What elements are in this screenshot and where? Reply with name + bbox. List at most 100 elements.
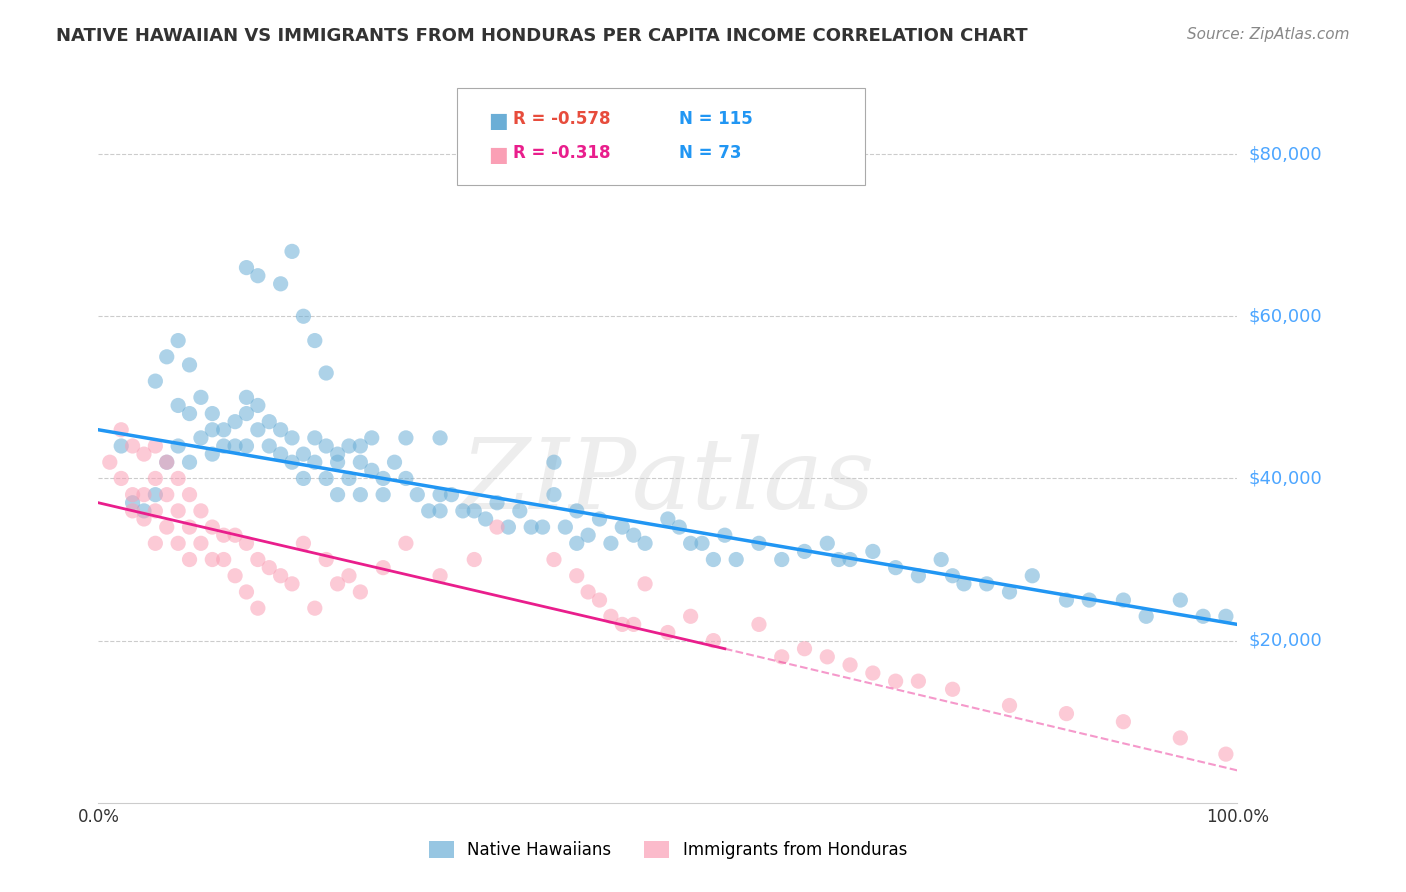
Point: [1215, 609, 1237, 624]
Point: [145, 439, 167, 453]
Point: [246, 268, 269, 283]
Point: [929, 552, 952, 566]
Point: [349, 439, 371, 453]
Point: [612, 520, 634, 534]
Point: [132, 447, 155, 461]
Point: [690, 536, 713, 550]
Point: [588, 512, 610, 526]
Point: [281, 431, 304, 445]
Point: [360, 463, 382, 477]
Point: [634, 536, 657, 550]
Point: [304, 601, 326, 615]
Point: [156, 455, 179, 469]
Point: [907, 568, 929, 582]
Text: $80,000: $80,000: [1249, 145, 1322, 163]
Point: [543, 488, 565, 502]
Point: [1078, 593, 1101, 607]
Point: [907, 674, 929, 689]
Point: [212, 528, 235, 542]
Point: [384, 455, 406, 469]
Point: [463, 504, 485, 518]
Point: [576, 528, 599, 542]
Point: [326, 455, 349, 469]
Point: [212, 439, 235, 453]
Point: [543, 552, 565, 566]
Text: $20,000: $20,000: [1249, 632, 1322, 649]
Point: [224, 568, 246, 582]
Point: [702, 633, 724, 648]
Point: [145, 471, 167, 485]
Point: [565, 536, 588, 550]
Point: [1021, 568, 1043, 582]
Point: [998, 698, 1021, 713]
Legend: Native Hawaiians, Immigrants from Honduras: Native Hawaiians, Immigrants from Hondur…: [422, 834, 914, 866]
Point: [565, 504, 588, 518]
Point: [292, 447, 315, 461]
Point: [326, 488, 349, 502]
Point: [167, 334, 190, 348]
Point: [793, 544, 815, 558]
Point: [429, 488, 451, 502]
Point: [884, 560, 907, 574]
Text: N = 73: N = 73: [679, 144, 741, 161]
Point: [976, 577, 998, 591]
Point: [132, 488, 155, 502]
Point: [531, 520, 554, 534]
Point: [349, 585, 371, 599]
Point: [121, 439, 143, 453]
Point: [793, 641, 815, 656]
Point: [201, 447, 224, 461]
Text: R = -0.578: R = -0.578: [513, 110, 610, 128]
Point: [815, 649, 838, 664]
Point: [110, 423, 132, 437]
Point: [1112, 593, 1135, 607]
Point: [371, 560, 394, 574]
Point: [121, 504, 143, 518]
Point: [668, 520, 690, 534]
Point: [246, 601, 269, 615]
Point: [337, 439, 360, 453]
Point: [315, 439, 337, 453]
Point: [474, 512, 496, 526]
Point: [576, 585, 599, 599]
Point: [259, 560, 281, 574]
Point: [132, 512, 155, 526]
Point: [235, 585, 257, 599]
Point: [315, 471, 337, 485]
Point: [554, 520, 576, 534]
Point: [326, 577, 349, 591]
Point: [179, 488, 201, 502]
Point: [201, 520, 224, 534]
Point: [543, 455, 565, 469]
Point: [201, 423, 224, 437]
Point: [156, 520, 179, 534]
Point: [121, 496, 143, 510]
Point: [862, 544, 884, 558]
Point: [657, 625, 679, 640]
Point: [486, 520, 509, 534]
Point: [714, 528, 737, 542]
Text: NATIVE HAWAIIAN VS IMMIGRANTS FROM HONDURAS PER CAPITA INCOME CORRELATION CHART: NATIVE HAWAIIAN VS IMMIGRANTS FROM HONDU…: [56, 27, 1028, 45]
Point: [953, 577, 976, 591]
Point: [623, 617, 645, 632]
Point: [371, 471, 394, 485]
Point: [612, 617, 634, 632]
Point: [406, 488, 429, 502]
Point: [600, 609, 623, 624]
Point: [839, 552, 862, 566]
Point: [179, 455, 201, 469]
Point: [1215, 747, 1237, 761]
Point: [371, 488, 394, 502]
Point: [190, 536, 212, 550]
Text: ■: ■: [488, 145, 508, 165]
Point: [588, 593, 610, 607]
Point: [509, 504, 531, 518]
Point: [884, 674, 907, 689]
Point: [349, 488, 371, 502]
Point: [770, 552, 793, 566]
Point: [623, 528, 645, 542]
Point: [304, 334, 326, 348]
Point: [190, 390, 212, 404]
Point: [235, 260, 257, 275]
Point: [998, 585, 1021, 599]
